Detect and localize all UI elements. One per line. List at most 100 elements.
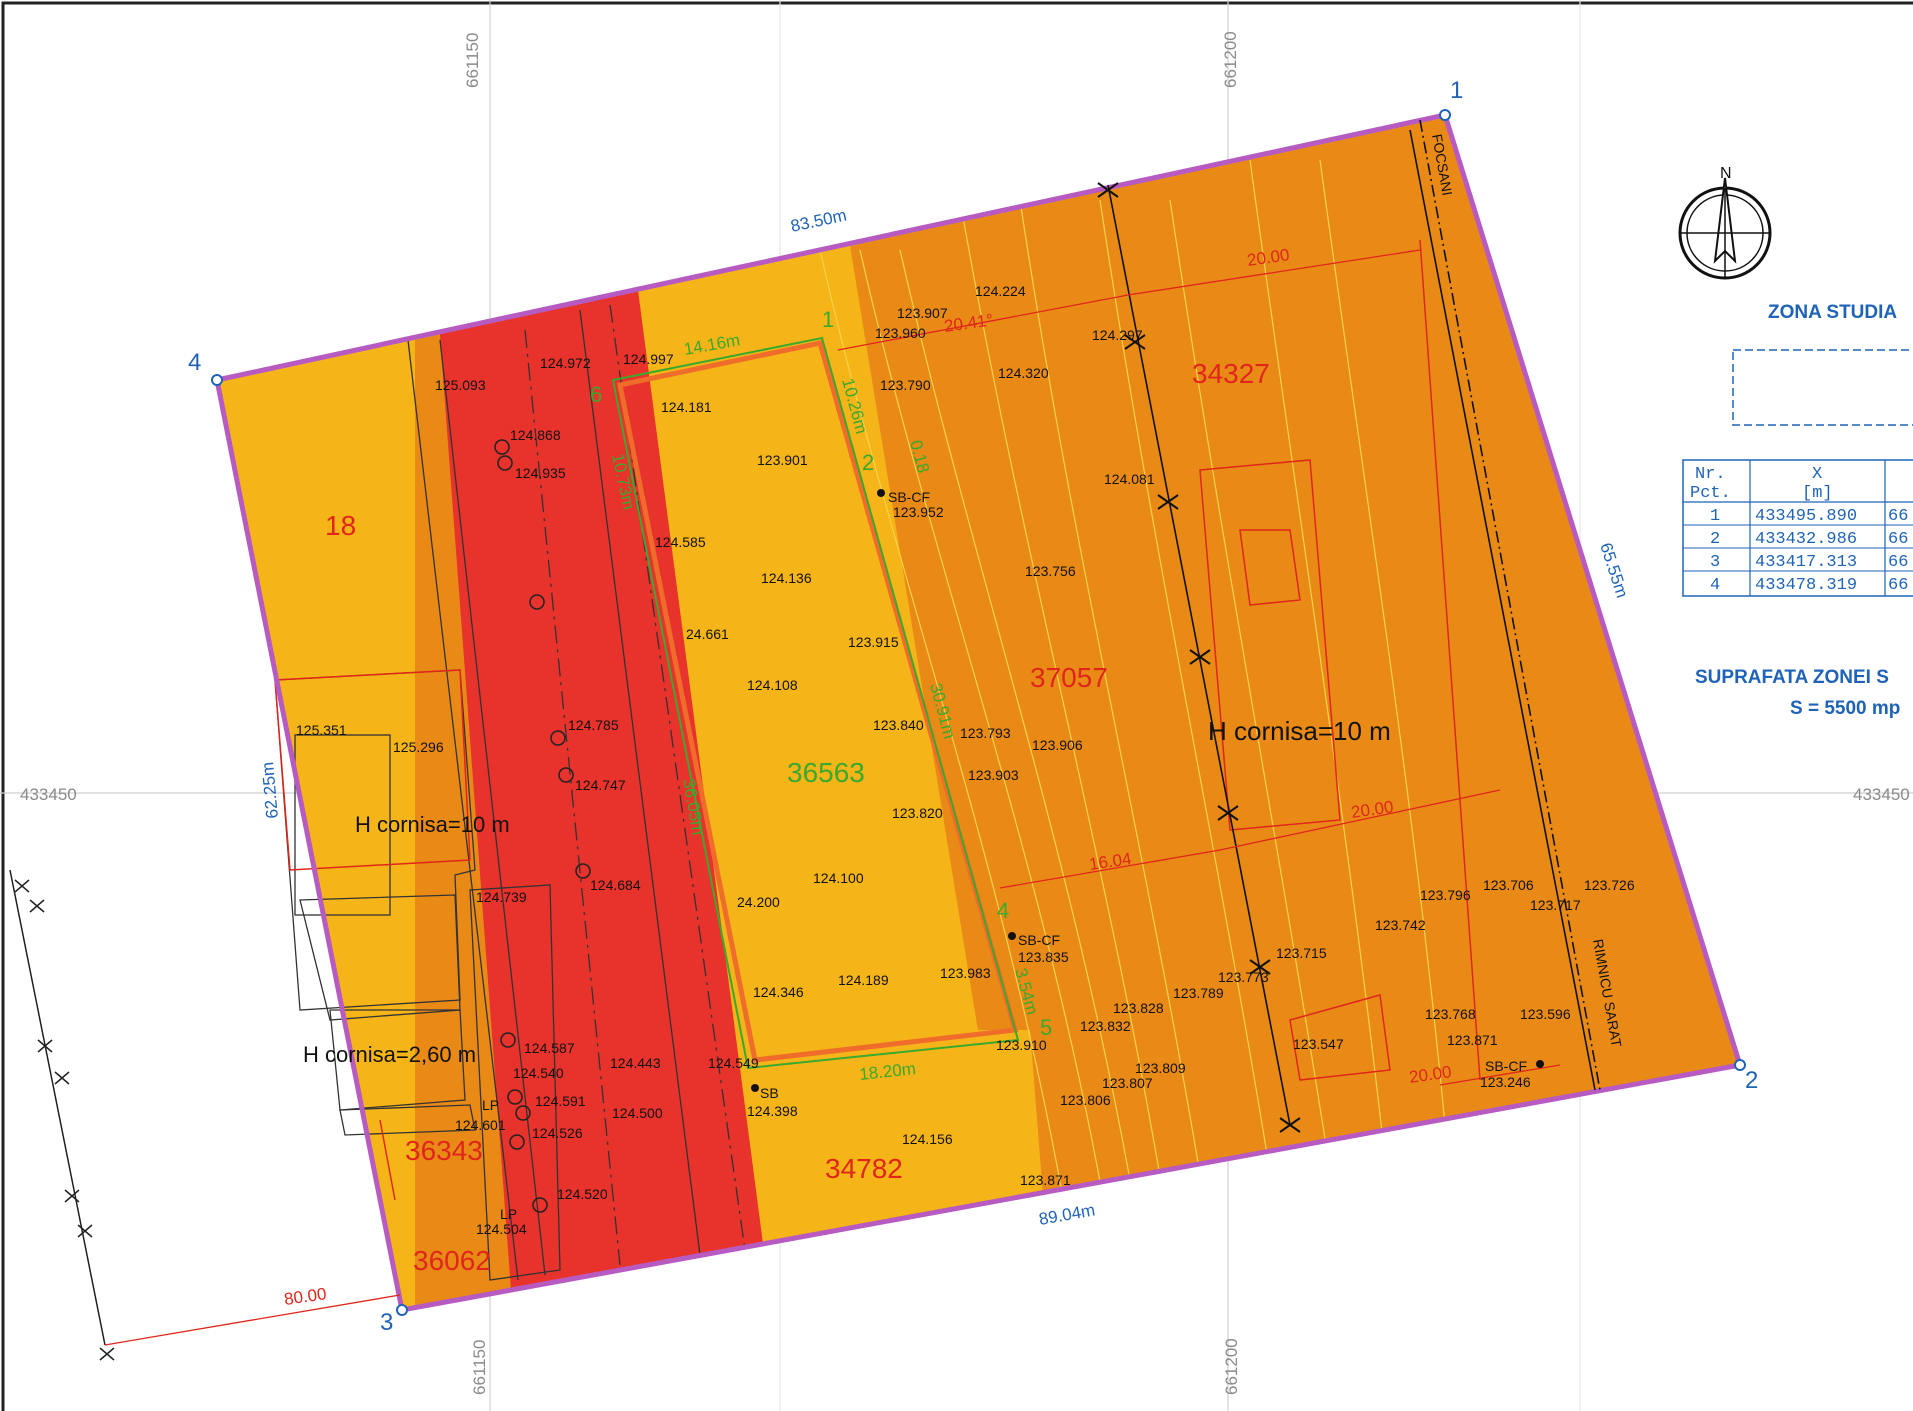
lot-point-2: 2	[862, 450, 874, 475]
elevation-label: 124.785	[568, 717, 619, 733]
elevation-label: 124.504	[476, 1221, 527, 1237]
table-header-x: X	[1812, 465, 1822, 484]
dim-right: 65.55m	[1596, 540, 1632, 600]
elevation-label: 124.997	[623, 351, 674, 367]
table-cell: 433478.319	[1755, 576, 1857, 595]
elevation-label: 125.296	[393, 739, 444, 755]
elevation-label: 123.793	[960, 725, 1011, 741]
lot-36563: 36563	[787, 757, 865, 788]
table-cell: 4	[1710, 576, 1720, 595]
table-cell: 3	[1710, 553, 1720, 572]
marker-sbcf-1: SB-CF	[888, 489, 930, 505]
grid-label-bottom-right: 661200	[1222, 1338, 1241, 1395]
table-header-unit: [m]	[1802, 484, 1833, 503]
suprafata-value: S = 5500 mp	[1790, 698, 1900, 719]
elevation-label: 124.443	[610, 1055, 661, 1071]
elevation-label: 124.520	[557, 1186, 608, 1202]
elevation-label: 123.717	[1530, 897, 1581, 913]
elevation-label: 124.100	[813, 870, 864, 886]
h-cornisa-east: H cornisa=10 m	[1208, 716, 1391, 746]
elevation-label: 123.915	[848, 634, 899, 650]
marker-sb: SB	[760, 1085, 779, 1101]
elevation-label: 124.320	[998, 365, 1049, 381]
elevation-label: 123.960	[875, 325, 926, 341]
elevation-label: 124.081	[1104, 471, 1155, 487]
elevation-label: 124.935	[515, 465, 566, 481]
lot-point-4: 4	[997, 898, 1009, 923]
zone-red-road	[415, 115, 785, 1310]
table-cell: 433495.890	[1755, 507, 1857, 526]
elevation-label: 123.952	[893, 504, 944, 520]
corner-2-label: 2	[1745, 1067, 1758, 1094]
table-cell: 2	[1710, 530, 1720, 549]
table-cell: 433432.986	[1755, 530, 1857, 549]
dim-top: 83.50m	[789, 206, 848, 236]
elevation-label: 123.871	[1020, 1172, 1071, 1188]
elevation-label: 123.773	[1218, 969, 1269, 985]
marker-sbcf-2: SB-CF	[1018, 932, 1060, 948]
elevation-label: 24.200	[737, 894, 780, 910]
table-cell: 1	[1710, 507, 1720, 526]
lot-37057: 37057	[1030, 662, 1108, 693]
north-arrow-icon: N	[1678, 165, 1772, 280]
marker-sbcf-3: SB-CF	[1485, 1058, 1527, 1074]
elevation-label: 123.726	[1584, 877, 1635, 893]
elevation-label: 123.807	[1102, 1075, 1153, 1091]
elevation-label: 124.972	[540, 355, 591, 371]
elevation-label: 123.840	[873, 717, 924, 733]
zona-legend-swatch	[1732, 349, 1913, 426]
elevation-label: 123.796	[1420, 887, 1471, 903]
elevation-label: 123.596	[1520, 1006, 1571, 1022]
elevation-label: 24.661	[686, 626, 729, 642]
fence-outside	[9, 869, 115, 1361]
lot-18: 18	[325, 510, 356, 541]
lot-point-5: 5	[1040, 1015, 1052, 1040]
zona-studiata-title: ZONA STUDIA	[1768, 302, 1897, 323]
elevation-label: 125.093	[435, 377, 486, 393]
elevation-label: 123.706	[1483, 877, 1534, 893]
dim-red-80: 80.00	[283, 1284, 328, 1309]
grid-label-left-mid: 433450	[20, 785, 77, 804]
elevation-label: 124.739	[476, 889, 527, 905]
elevation-label: 124.601	[455, 1117, 506, 1133]
elevation-label: 124.108	[747, 677, 798, 693]
elevation-label: 124.549	[708, 1055, 759, 1071]
red-dimension-lines	[104, 249, 1561, 1346]
corner-4-label: 4	[188, 349, 201, 376]
elevation-label: 123.901	[757, 452, 808, 468]
elevation-label: 124.540	[513, 1065, 564, 1081]
lot-36062: 36062	[413, 1245, 491, 1276]
utility-markers: SB-CF SB-CF SB-CF SB LP LP	[482, 489, 1544, 1222]
table-cell: 66	[1888, 576, 1908, 595]
table-cell: 433417.313	[1755, 553, 1857, 572]
elevation-label: 124.747	[575, 777, 626, 793]
grid-label-top-left: 661150	[463, 33, 482, 88]
elevation-label: 123.907	[897, 305, 948, 321]
corner-1-label: 1	[1450, 77, 1463, 104]
elevation-label: 123.906	[1032, 737, 1083, 753]
table-header-pct: Pct.	[1690, 484, 1731, 503]
boundary-corner-markers	[211, 109, 1746, 1316]
grid-label-right-mid: 433450	[1853, 785, 1910, 804]
elevation-label: 123.820	[892, 805, 943, 821]
elevation-label: 123.742	[1375, 917, 1426, 933]
lot-34327: 34327	[1192, 358, 1270, 389]
elevation-label: 124.500	[612, 1105, 663, 1121]
lot-36563-outline	[611, 336, 1020, 1070]
elevation-label: 124.587	[524, 1040, 575, 1056]
elevation-label: 123.828	[1113, 1000, 1164, 1016]
marker-lp-2: LP	[500, 1206, 517, 1222]
elevation-label: 123.903	[968, 767, 1019, 783]
elevation-label: 123.768	[1425, 1006, 1476, 1022]
elevation-label: 124.297	[1092, 327, 1143, 343]
utility-poles	[494, 439, 591, 1213]
elevation-label: 123.871	[1447, 1032, 1498, 1048]
elevation-points: 123.907 124.224 123.960 124.997 124.972 …	[296, 283, 1635, 1237]
elevation-label: 124.591	[535, 1093, 586, 1109]
elevation-label: 124.585	[655, 534, 706, 550]
elevation-label: 124.526	[532, 1125, 583, 1141]
lot-34782: 34782	[825, 1153, 903, 1184]
north-label: N	[1720, 165, 1732, 182]
